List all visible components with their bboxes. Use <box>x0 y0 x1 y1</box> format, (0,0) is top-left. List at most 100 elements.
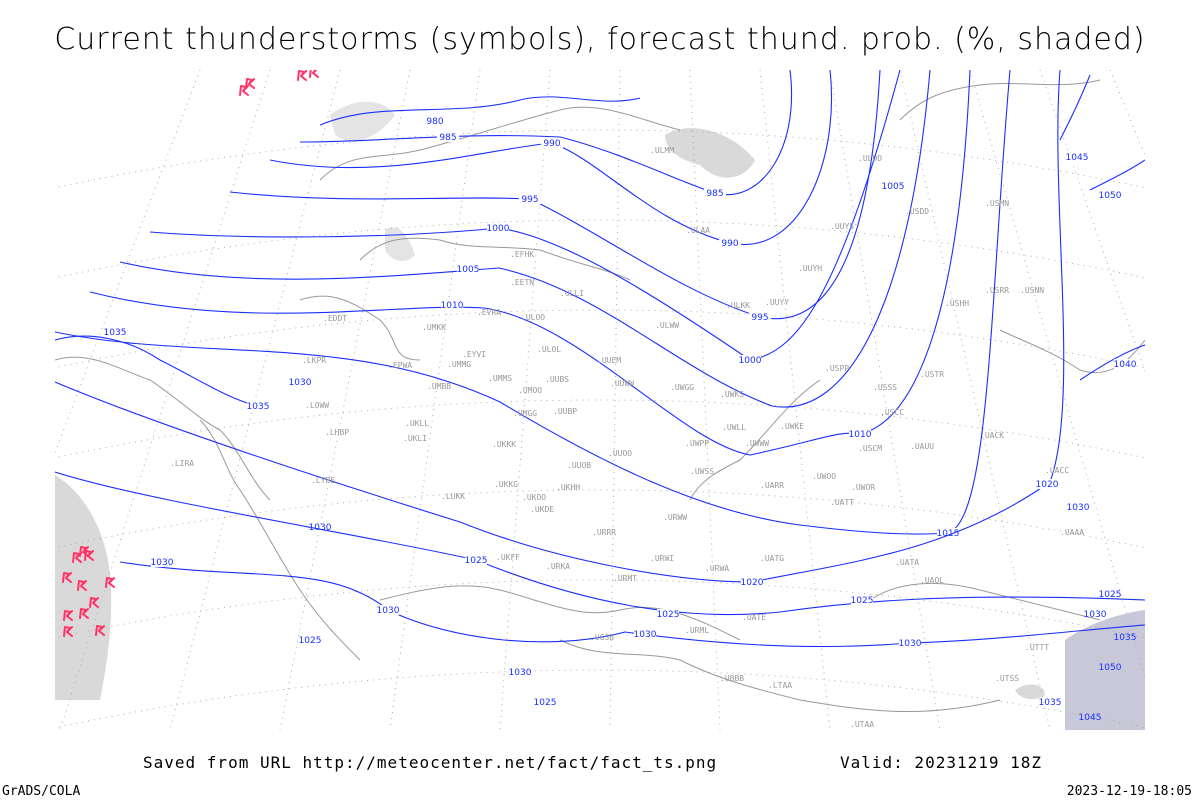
station-uuyh: .UUYH <box>798 264 822 273</box>
station-ummg: .UMMG <box>447 360 471 369</box>
isobar-1035 <box>55 335 259 407</box>
station-eetn: .EETN <box>510 278 534 287</box>
meridian-line <box>169 70 341 730</box>
isobar-label: 1005 <box>882 182 905 192</box>
station-umgg: .UMGG <box>513 409 537 418</box>
meridian-line <box>609 70 621 730</box>
isobar-1045 <box>1059 74 1091 141</box>
isobar-label: 1030 <box>899 639 922 649</box>
station-usrr: .USRR <box>985 286 1009 295</box>
station-ushh: .USHH <box>945 299 969 308</box>
station-ukde: .UKDE <box>530 505 554 514</box>
station-uwgg: .UWGG <box>670 383 694 392</box>
station-uuyy: .UUYY <box>765 298 789 307</box>
isobar-label: 1030 <box>151 558 174 568</box>
station-uwpp: .UWPP <box>685 439 709 448</box>
station-umms: .UMMS <box>488 374 512 383</box>
isobar-label: 1035 <box>1039 698 1062 708</box>
isobar-label: 1030 <box>289 378 312 388</box>
station-uwll: .UWLL <box>722 423 746 432</box>
station-utaa: .UTAA <box>850 720 874 729</box>
coastlines <box>55 79 1145 713</box>
thunderstorm-symbol-icon <box>105 577 115 588</box>
station-urww: .URWW <box>663 513 687 522</box>
isobar-980 <box>319 96 641 126</box>
thunderstorm-symbol-icon <box>309 70 319 78</box>
station-uacc: .UACC <box>1045 466 1069 475</box>
station-uspp: .USPP <box>825 364 849 373</box>
station-uscm: .USCM <box>858 444 882 453</box>
parallel-line <box>55 129 1145 189</box>
station-ubbb: .UBBB <box>720 674 744 683</box>
station-urml: .URML <box>685 626 709 635</box>
thunderstorm-symbol-icon <box>77 580 87 591</box>
station-uaaa: .UAAA <box>1060 528 1084 537</box>
station-uata: .UATA <box>895 558 919 567</box>
generation-timestamp: 2023-12-19-18:05 <box>1066 784 1192 799</box>
isobar-label: 1035 <box>1114 633 1137 643</box>
station-uatg: .UATG <box>760 554 784 563</box>
station-uwke: .UWKE <box>780 422 804 431</box>
station-ukhh: .UKHH <box>556 483 580 492</box>
thunderstorm-symbol-icon <box>89 597 99 608</box>
thunderstorm-symbol-icon <box>79 546 89 557</box>
parallel-line <box>55 219 1145 279</box>
meridian-line <box>279 70 411 730</box>
isobar-label: 1025 <box>465 556 488 566</box>
parallel-line <box>55 309 1145 369</box>
thunderstorm-symbol-icon <box>297 70 307 81</box>
station-uubs: .UUBS <box>545 375 569 384</box>
station-ulli: .ULLI <box>560 289 584 298</box>
isobar-990 <box>269 70 833 246</box>
isobar-label: 980 <box>426 117 443 127</box>
isobar-label: 1025 <box>851 596 874 606</box>
isobar-1005 <box>119 70 931 408</box>
station-lybe: .LYBE <box>311 476 335 485</box>
station-usss: .USSS <box>873 383 897 392</box>
isobar-995 <box>229 70 881 320</box>
station-eyvi: .EYVI <box>462 350 486 359</box>
station-urwa: .URWA <box>705 564 729 573</box>
meridian-line <box>689 70 721 730</box>
station-ugsb: .UGSB <box>590 633 614 642</box>
isobar-label: 1050 <box>1099 663 1122 673</box>
station-uubp: .UUBP <box>553 407 577 416</box>
isobar-label: 985 <box>439 133 456 143</box>
meridian-line <box>829 70 941 730</box>
station-ukkg: .UKKG <box>494 480 518 489</box>
isobar-label: 1025 <box>534 698 557 708</box>
thunderstorm-symbol-icon <box>63 626 73 637</box>
isobar-label: 1030 <box>309 523 332 533</box>
parallel-line <box>55 669 1145 729</box>
isobar-985 <box>299 70 792 196</box>
station-ulol: .ULOL <box>537 345 561 354</box>
station-ltaa: .LTAA <box>768 681 792 690</box>
isobar-label: 1045 <box>1066 153 1089 163</box>
software-credit: GrADS/COLA <box>2 784 81 799</box>
thunderstorm-symbol-icon <box>84 550 94 561</box>
station-lukk: .LUKK <box>441 492 465 501</box>
isobar-1030 <box>119 561 1145 648</box>
isobar-1050 <box>1089 159 1145 191</box>
station-urka: .URKA <box>546 562 570 571</box>
parallel-line <box>55 579 1145 639</box>
station-usdd: .USDD <box>905 207 929 216</box>
isobar-label: 1030 <box>1067 503 1090 513</box>
isobar-label: 1025 <box>657 610 680 620</box>
station-ukff: .UKFF <box>496 553 520 562</box>
isobar-label: 1015 <box>937 529 960 539</box>
station-ukll: .UKLL <box>405 419 429 428</box>
station-uuww: .UUWW <box>610 379 634 388</box>
valid-time: Valid: 20231219 18Z <box>840 753 1043 772</box>
isobar-label: 1030 <box>377 606 400 616</box>
isobar-label: 990 <box>543 139 560 149</box>
station-uaol: .UAOL <box>920 576 944 585</box>
station-ukkk: .UKKK <box>492 440 516 449</box>
station-uwss: .UWSS <box>690 467 714 476</box>
meridian-line <box>899 70 1051 730</box>
station-ustr: .USTR <box>920 370 944 379</box>
isobar-label: 1010 <box>849 430 872 440</box>
thunderstorm-symbol-icon <box>62 572 72 583</box>
station-utss: .UTSS <box>995 674 1019 683</box>
thunderstorm-symbol-icon <box>245 78 255 89</box>
